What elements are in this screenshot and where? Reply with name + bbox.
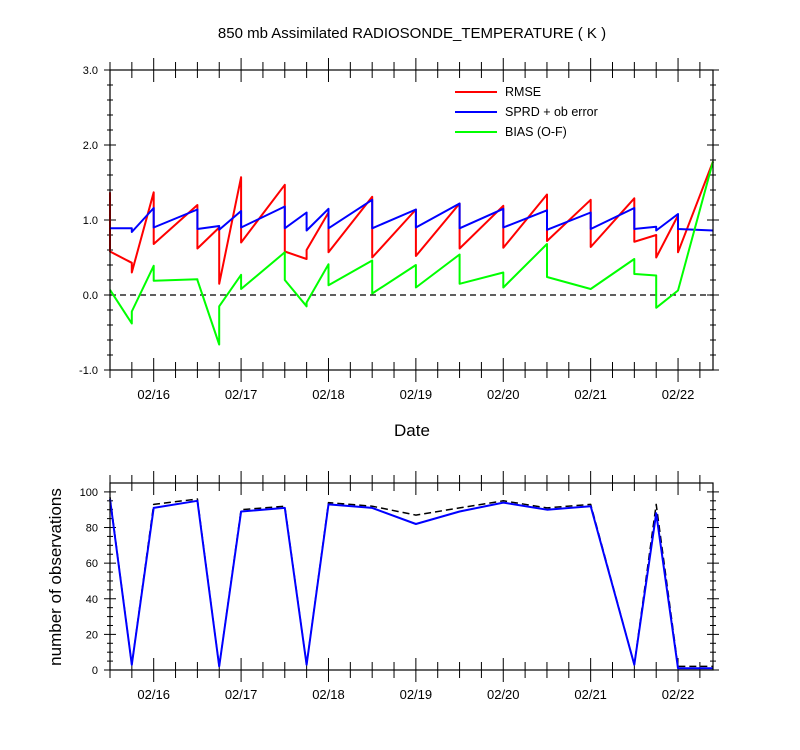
x-tick-label: 02/20 xyxy=(487,687,520,702)
legend-label: BIAS (O-F) xyxy=(505,125,567,139)
y-tick-label: 1.0 xyxy=(83,215,98,227)
y-tick-label: 2.0 xyxy=(83,140,98,152)
legend-label: SPRD + ob error xyxy=(505,105,598,119)
x-tick-label: 02/16 xyxy=(137,687,170,702)
y-tick-label: 3.0 xyxy=(83,65,98,77)
x-tick-label: 02/17 xyxy=(225,687,258,702)
series-line-sprd-ob-error xyxy=(110,198,714,233)
x-tick-label: 02/18 xyxy=(312,387,345,402)
x-tick-label: 02/22 xyxy=(662,687,695,702)
x-tick-label: 02/19 xyxy=(400,687,433,702)
top-plot-frame xyxy=(109,69,714,371)
bottom-plot-frame xyxy=(109,482,714,671)
y-axis-title-observations: number of observations xyxy=(46,488,65,666)
y-tick-label: 60 xyxy=(86,558,98,570)
y-tick-label: 100 xyxy=(80,487,98,499)
y-tick-label: 20 xyxy=(86,629,98,641)
legend-label: RMSE xyxy=(505,85,541,99)
y-tick-label: 40 xyxy=(86,594,98,606)
chart-title: 850 mb Assimilated RADIOSONDE_TEMPERATUR… xyxy=(218,25,606,42)
x-tick-label: 02/17 xyxy=(225,387,258,402)
x-tick-label: 02/20 xyxy=(487,387,520,402)
x-tick-label: 02/21 xyxy=(574,387,607,402)
y-tick-label: 0.0 xyxy=(83,290,98,302)
bottom-plot-area: 0 20 40 60 80 100 02/16 02/17 02/18 02/19 02/20 02/… xyxy=(80,471,719,702)
x-tick-label: 02/21 xyxy=(574,687,607,702)
series-line-bias-o-f xyxy=(109,161,714,346)
x-tick-label: 02/22 xyxy=(662,387,695,402)
y-tick-label: 80 xyxy=(86,523,98,535)
y-tick-label: -1.0 xyxy=(79,365,98,377)
top-legend: RMSE SPRD + ob error BIAS (O-F) xyxy=(455,85,598,139)
x-tick-label: 02/16 xyxy=(137,387,170,402)
series-line-rmse xyxy=(109,161,714,285)
x-tick-label: 02/18 xyxy=(312,687,345,702)
series-line-assimilated xyxy=(109,498,713,670)
top-plot-area: -1.0 0.0 1.0 2.0 3.0 02/16 02/17 02/18 02/19 02/2… xyxy=(79,58,719,402)
x-tick-label: 02/19 xyxy=(400,387,433,402)
y-tick-label: 0 xyxy=(92,665,98,677)
x-axis-title: Date xyxy=(394,421,430,440)
